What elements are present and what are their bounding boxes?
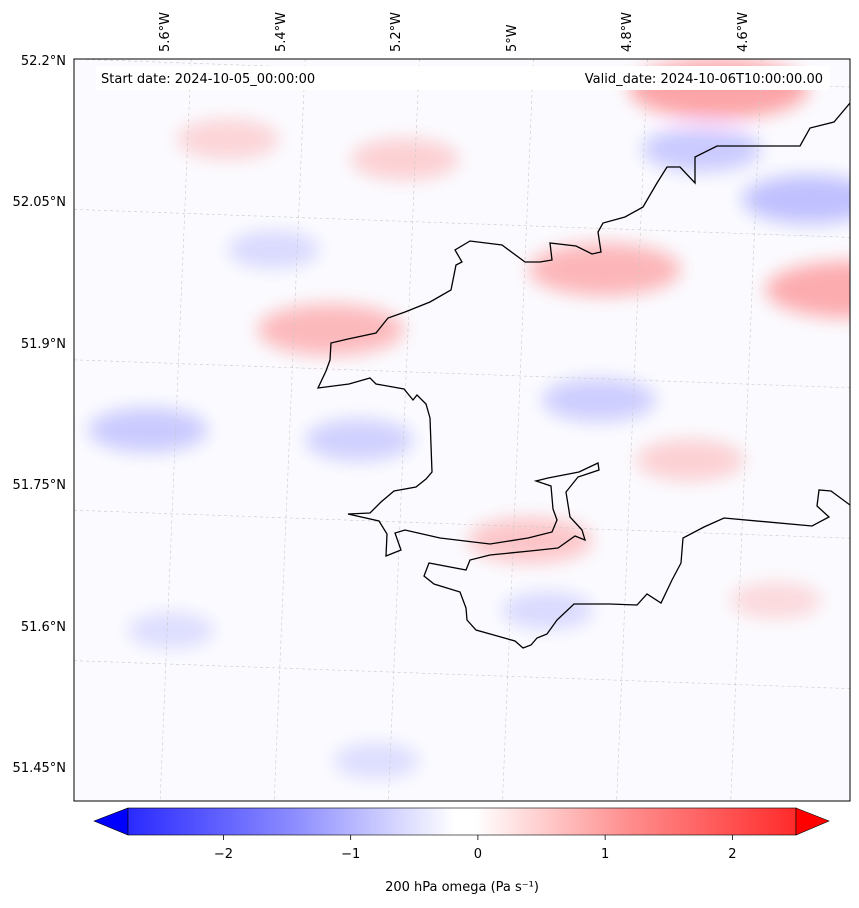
negative-omega-region	[333, 742, 420, 779]
positive-omega-region	[176, 119, 280, 160]
colorbar-gradient	[127, 807, 797, 836]
lat-label: 51.45°N	[13, 761, 66, 776]
meridian-line	[159, 59, 192, 801]
negative-omega-region	[501, 591, 594, 630]
positive-omega-region	[765, 261, 850, 319]
negative-omega-region	[742, 174, 850, 224]
lon-label: 5.4°W	[274, 12, 289, 52]
meridian-line	[502, 59, 534, 801]
negative-omega-region	[541, 378, 656, 422]
lon-label: 5.6°W	[158, 12, 173, 52]
start-date-label: Start date: 2024-10-05_00:00:00	[101, 72, 315, 87]
colorbar-ticks: −2 −1 0 1 2	[214, 835, 737, 862]
colorbar-label: 200 hPa omega (Pa s⁻¹)	[385, 880, 539, 895]
colorbar: −2 −1 0 1 2 200 hPa omega (Pa s⁻¹)	[93, 807, 830, 895]
negative-omega-region	[88, 407, 208, 453]
colorbar-high-extension	[795, 807, 830, 836]
negative-omega-region	[127, 612, 215, 649]
meridian-line	[616, 59, 648, 801]
colorbar-tick-label: 1	[601, 847, 609, 862]
positive-omega-region	[350, 138, 460, 181]
lat-label: 52.05°N	[13, 195, 66, 210]
meridian-line	[273, 59, 306, 801]
lat-label: 51.6°N	[21, 620, 66, 635]
colorbar-tick-label: −1	[341, 847, 360, 862]
meridian-line	[388, 59, 420, 801]
omega-field	[88, 59, 850, 779]
lon-label: 5°W	[505, 24, 520, 52]
lat-label: 51.75°N	[13, 478, 66, 493]
positive-omega-region	[257, 303, 405, 356]
lon-label: 4.8°W	[620, 12, 635, 52]
map-frame	[73, 58, 851, 802]
coastline-north	[316, 102, 850, 649]
positive-omega-region	[528, 243, 681, 297]
valid-date-label: Valid_date: 2024-10-06T10:00:00.00	[585, 72, 823, 87]
graticule	[74, 59, 850, 801]
positive-omega-region	[467, 517, 593, 564]
negative-omega-region	[641, 126, 762, 172]
latitude-labels: 52.2°N 52.05°N 51.9°N 51.75°N 51.6°N 51.…	[13, 54, 66, 776]
positive-omega-region	[635, 439, 745, 481]
colorbar-low-extension	[93, 807, 129, 836]
colorbar-tick-label: 2	[728, 847, 736, 862]
colorbar-tick-label: −2	[214, 847, 233, 862]
lon-label: 4.6°W	[736, 12, 751, 52]
header-box	[96, 66, 830, 90]
negative-omega-region	[305, 419, 414, 461]
positive-omega-region	[729, 581, 822, 620]
lon-label: 5.2°W	[389, 12, 404, 52]
lat-label: 52.2°N	[21, 54, 66, 69]
lat-label: 51.9°N	[21, 337, 66, 352]
meridian-line	[730, 59, 763, 801]
longitude-labels: 5.6°W 5.4°W 5.2°W 5°W 4.8°W 4.6°W	[158, 12, 751, 52]
colorbar-tick-label: 0	[474, 847, 482, 862]
negative-omega-region	[227, 230, 320, 269]
coastline	[316, 102, 850, 649]
